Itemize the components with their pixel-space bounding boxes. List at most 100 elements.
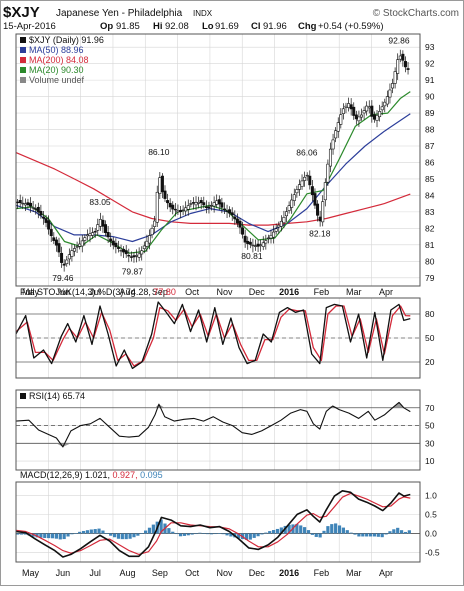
legend-swatch-0-1	[20, 47, 26, 53]
price-bar-body	[383, 101, 387, 107]
legend-swatch-0-4	[20, 77, 26, 83]
price-bar-body	[305, 174, 309, 177]
macd-histogram-bar	[314, 533, 318, 537]
month-label-top-8: 2016	[279, 287, 299, 297]
price-bar-body	[155, 191, 159, 223]
price-bar-body	[176, 210, 180, 213]
macd-histogram-bar	[198, 532, 202, 534]
month-label-top-6: Nov	[216, 287, 233, 297]
macd-histogram-bar	[202, 533, 206, 534]
price-bar-body	[52, 237, 56, 241]
macd-histogram-bar	[124, 533, 128, 540]
price-bar-body	[72, 248, 76, 252]
y-tick-label-0-2: 81	[425, 240, 435, 250]
macd-histogram-bar	[209, 533, 214, 535]
macd-histogram-bar	[62, 533, 66, 540]
price-bar-body	[57, 243, 61, 253]
price-annotation-2: 79.87	[122, 266, 144, 276]
price-bar-body	[194, 202, 198, 206]
y-tick-label-0-0: 79	[425, 273, 435, 283]
price-bar-body	[248, 241, 252, 245]
y-tick-label-1-1: 50	[425, 333, 435, 343]
price-bar-body	[290, 199, 294, 208]
macd-histogram-bar	[140, 533, 144, 534]
price-bar-body	[372, 114, 376, 120]
price-bar-body	[98, 219, 102, 227]
month-label-bottom-5: Oct	[185, 568, 200, 578]
price-bar-body	[41, 216, 45, 219]
macd-histogram-bar	[19, 533, 24, 535]
price-bar-body	[111, 240, 115, 246]
month-label-bottom-9: Feb	[314, 568, 330, 578]
price-bar-body	[23, 203, 27, 206]
macd-histogram-bar	[217, 533, 221, 534]
macd-histogram-bar	[326, 526, 330, 534]
price-bar-body	[241, 227, 245, 235]
price-bar-body	[173, 208, 177, 211]
macd-histogram-bar	[85, 530, 90, 534]
price-bar-body	[184, 207, 188, 212]
panel-title-part-sto-0: Full STO %K(14,3) %D(3) 74.28,	[20, 287, 153, 297]
price-bar-body	[316, 203, 320, 216]
open-label: Op	[100, 21, 113, 32]
y-tick-label-0-5: 84	[425, 190, 435, 200]
price-bar-body	[137, 253, 141, 258]
macd-histogram-bar	[50, 533, 55, 539]
price-bar-body	[142, 245, 146, 250]
macd-histogram-bar	[353, 533, 357, 535]
macd-histogram-bar	[264, 532, 268, 534]
y-tick-label-0-6: 85	[425, 174, 435, 184]
y-tick-label-0-7: 86	[425, 157, 435, 167]
price-bar-body	[181, 209, 185, 212]
price-annotation-6: 82.18	[309, 228, 331, 238]
exchange-label: INDX	[193, 9, 213, 18]
low-value: 91.69	[215, 21, 239, 32]
price-bar-body	[225, 210, 229, 212]
legend-text-0-4: Volume undef	[29, 75, 85, 85]
macd-histogram-bar	[376, 533, 380, 537]
price-bar-body	[352, 106, 356, 116]
macd-histogram-bar	[105, 533, 109, 534]
macd-histogram-bar	[388, 531, 392, 534]
month-label-bottom-1: Jun	[56, 568, 71, 578]
price-bar-body	[18, 200, 22, 204]
price-bar-body	[385, 96, 389, 105]
macd-histogram-bar	[275, 528, 280, 534]
macd-histogram-bar	[384, 533, 388, 535]
price-bar-body	[179, 210, 183, 213]
price-bar-body	[272, 231, 276, 238]
price-bar-body	[49, 229, 53, 237]
panel-title-macd: MACD(12,26,9) 1.021, 0.927, 0.095	[20, 470, 163, 480]
price-bar-body	[367, 106, 371, 109]
price-bar-body	[256, 243, 260, 247]
macd-histogram-bar	[151, 524, 155, 534]
macd-histogram-bar	[322, 530, 326, 534]
price-bar-body	[116, 247, 120, 249]
month-label-bottom-8: 2016	[279, 568, 299, 578]
y-tick-label-1-2: 80	[425, 309, 435, 319]
price-bar-body	[47, 220, 51, 230]
price-bar-body	[403, 61, 407, 68]
month-label-bottom-0: May	[22, 568, 40, 578]
price-bar-body	[127, 255, 131, 257]
price-bar-body	[328, 148, 332, 167]
macd-histogram-bar	[58, 533, 62, 540]
price-bar-body	[109, 238, 113, 242]
price-bar-body	[365, 105, 369, 112]
price-bar-body	[308, 175, 312, 186]
price-bar-body	[217, 199, 221, 205]
price-bar-body	[91, 232, 95, 236]
y-tick-label-3-3: 1.0	[425, 490, 437, 500]
price-bar-body	[75, 246, 79, 248]
macd-histogram-bar	[260, 533, 264, 535]
legend-text-0-1: MA(50) 88.96	[29, 45, 84, 55]
sto-k-line	[15, 301, 411, 370]
price-bar-body	[238, 220, 242, 228]
price-bar-body	[313, 193, 317, 206]
price-bar-body	[222, 208, 226, 211]
price-annotation-5: 86.06	[296, 147, 318, 157]
month-label-top-9: Feb	[314, 287, 330, 297]
rsi-line	[15, 401, 411, 448]
month-label-top-7: Dec	[249, 287, 266, 297]
month-label-top-3: Aug	[119, 287, 135, 297]
